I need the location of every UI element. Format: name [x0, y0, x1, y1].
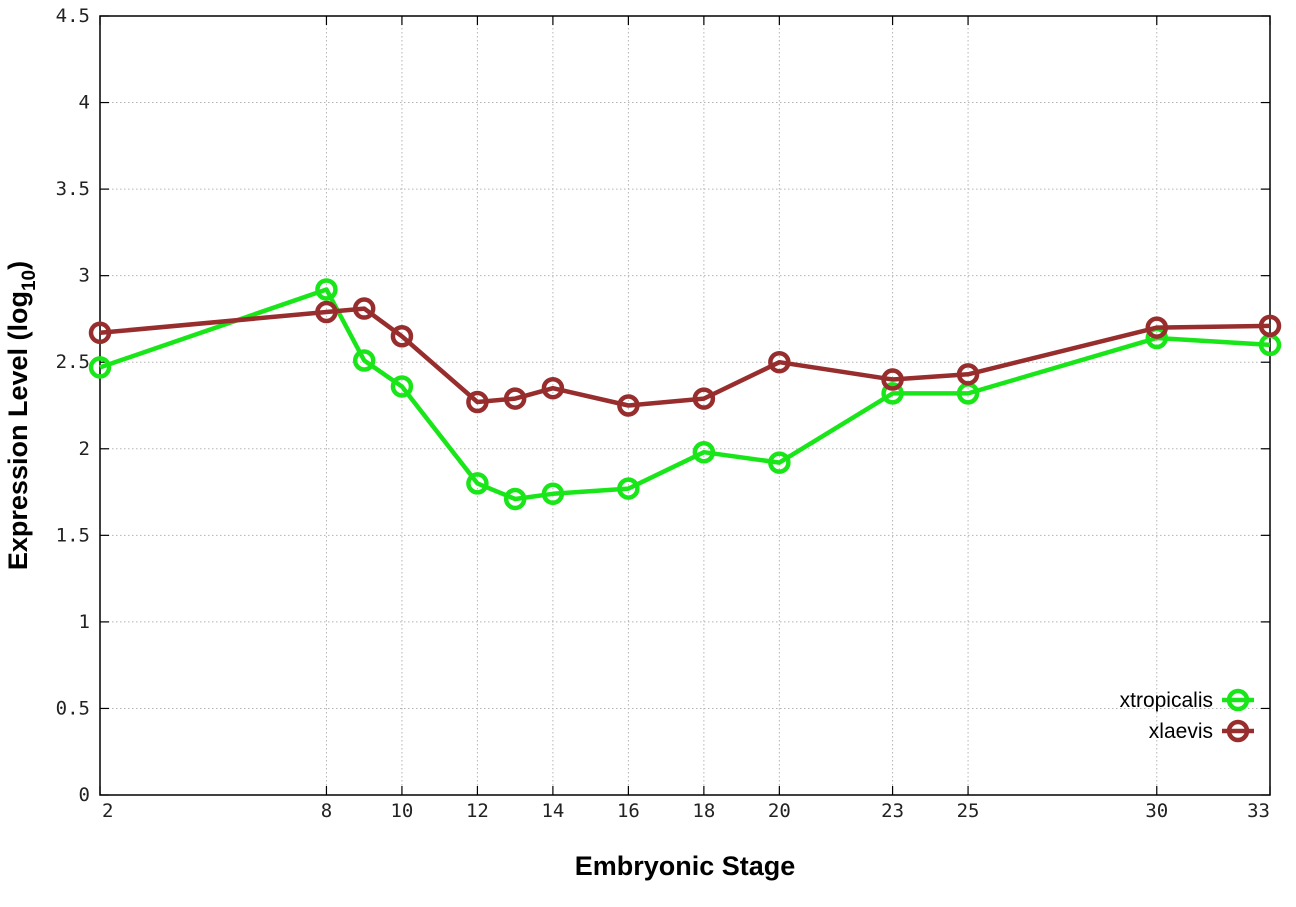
legend-label-xtropicalis: xtropicalis — [1120, 689, 1213, 712]
x-tick-label: 30 — [1145, 800, 1168, 822]
legend-marker-xlaevis — [1226, 719, 1250, 743]
x-tick-label: 20 — [768, 800, 791, 822]
data-point-xlaevis — [617, 394, 640, 417]
data-point-xlaevis — [88, 321, 112, 345]
y-tick-label: 1.5 — [56, 524, 90, 546]
data-point-xtropicalis — [352, 349, 376, 372]
y-tick-label: 1 — [79, 611, 90, 633]
data-point-xlaevis — [390, 325, 414, 348]
x-tick-label: 18 — [692, 800, 715, 822]
data-point-xtropicalis — [541, 482, 565, 506]
x-tick-label: 12 — [466, 800, 489, 822]
data-point-xlaevis — [315, 300, 338, 324]
y-tick-label: 0.5 — [56, 697, 90, 719]
y-tick-label: 4 — [79, 92, 90, 114]
y-tick-label: 3 — [79, 265, 90, 287]
y-tick-label: 3.5 — [56, 178, 90, 200]
x-tick-label: 33 — [1247, 800, 1270, 822]
x-tick-label: 8 — [321, 800, 332, 822]
data-point-xtropicalis — [768, 451, 791, 474]
x-axis-title: Embryonic Stage — [575, 851, 796, 881]
x-tick-label: 14 — [541, 800, 564, 822]
data-point-xtropicalis — [88, 356, 112, 379]
data-point-xtropicalis — [503, 487, 527, 511]
data-point-xtropicalis — [390, 375, 414, 398]
y-axis-title: Expression Level (log10) — [3, 261, 40, 570]
x-tick-label: 25 — [957, 800, 980, 822]
series-line-xtropicalis — [99, 287, 1271, 502]
data-point-xlaevis — [466, 390, 489, 414]
y-axis-title-suffix: ) — [3, 261, 33, 270]
x-tick-label: 10 — [390, 800, 413, 822]
x-tick-label: 2 — [102, 800, 113, 822]
y-tick-label: 0 — [79, 784, 90, 806]
data-point-xtropicalis — [881, 382, 904, 405]
data-point-xlaevis — [692, 387, 716, 410]
x-tick-label: 23 — [881, 800, 904, 822]
data-point-xlaevis — [1145, 316, 1169, 339]
y-tick-label: 4.5 — [56, 5, 90, 27]
axis-ticks: 0 0.5 1 1.5 2 2.5 3 3.5 4 4.5 2 8 10 12 14 16 18 20 23 25 30… — [56, 5, 1271, 822]
legend: xtropicalis xlaevis — [1120, 688, 1254, 743]
y-axis-title-subscript: 10 — [19, 270, 40, 291]
legend-label-xlaevis: xlaevis — [1149, 720, 1213, 743]
y-tick-label: 2.5 — [56, 351, 90, 373]
data-point-xlaevis — [352, 297, 376, 320]
series-layer — [88, 278, 1282, 511]
legend-marker-xtropicalis — [1226, 688, 1250, 712]
data-point-xtropicalis — [315, 278, 338, 301]
data-point-xtropicalis — [692, 440, 716, 464]
data-point-xlaevis — [881, 368, 904, 391]
data-point-xlaevis — [956, 363, 980, 386]
data-point-xlaevis — [1258, 314, 1282, 338]
y-axis-title-main: Expression Level (log — [3, 291, 33, 570]
y-tick-label: 2 — [79, 438, 90, 460]
data-point-xlaevis — [503, 387, 527, 410]
data-point-xtropicalis — [466, 472, 489, 495]
grid — [100, 16, 1270, 795]
x-tick-label: 16 — [617, 800, 640, 822]
data-point-xtropicalis — [617, 477, 640, 500]
data-point-xlaevis — [768, 350, 791, 374]
plot-frame — [99, 15, 1271, 796]
data-point-xlaevis — [541, 376, 565, 400]
